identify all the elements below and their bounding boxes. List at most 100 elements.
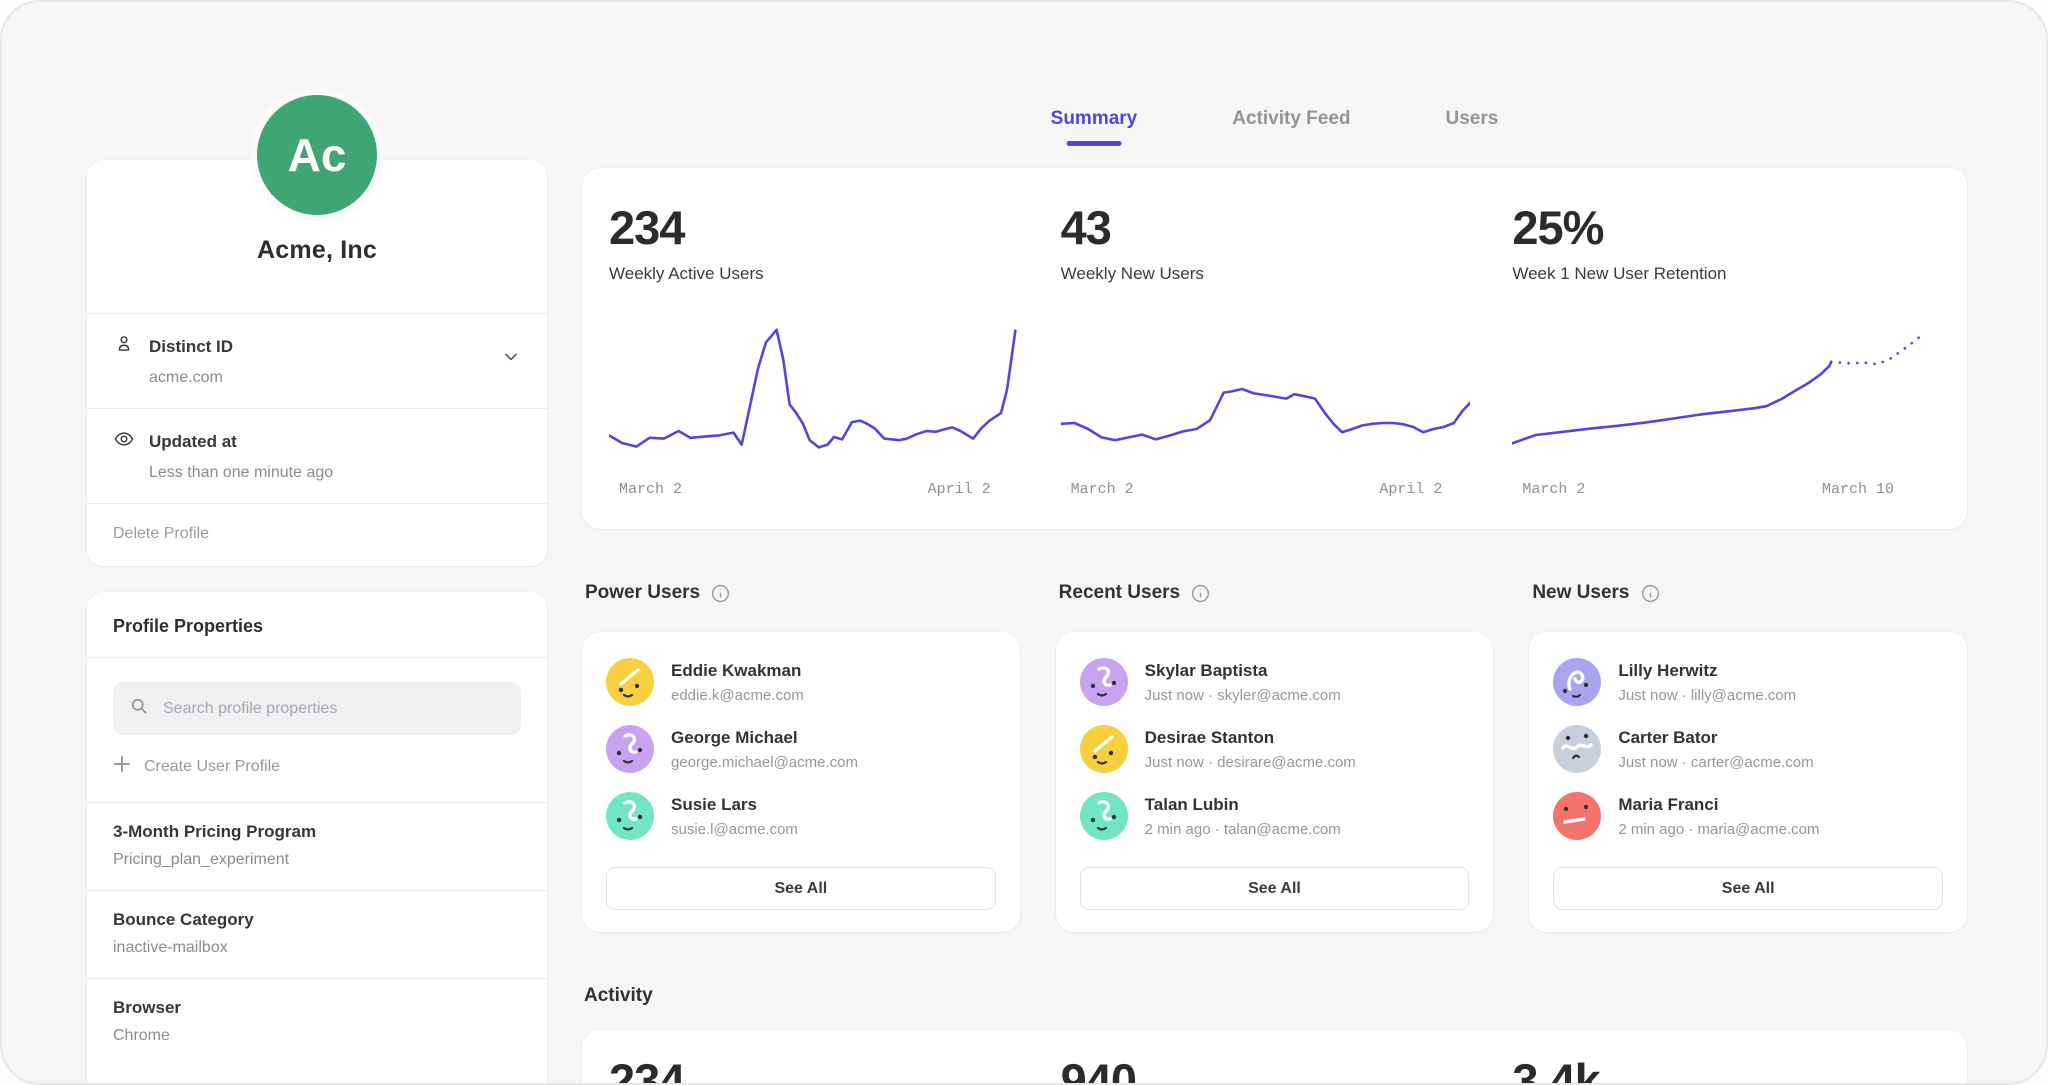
x-tick-end: April 2 — [927, 481, 991, 498]
divider — [87, 503, 547, 504]
user-section-title: Recent Users — [1056, 582, 1494, 604]
chevron-down-icon[interactable] — [501, 347, 521, 372]
see-all-button[interactable]: See All — [1079, 867, 1470, 910]
user-row[interactable]: Lilly Herwitz Just now · lilly@acme.com — [1553, 658, 1943, 706]
updated-at-value: Less than one minute ago — [149, 464, 334, 481]
user-avatar — [1553, 792, 1602, 840]
create-user-profile-label: Create User Profile — [144, 757, 281, 775]
plus-icon — [113, 755, 131, 778]
user-row[interactable]: Desirae Stanton Just now · desirare@acme… — [1079, 725, 1470, 773]
user-section-title: New Users — [1529, 582, 1967, 604]
sparkline-chart — [1060, 387, 1471, 442]
user-row[interactable]: Skylar Baptista Just now · skyler@acme.c… — [1079, 658, 1470, 706]
divider — [87, 313, 547, 314]
user-name: Lilly Herwitz — [1618, 660, 1718, 680]
updated-at-label: Updated at — [149, 431, 237, 451]
tab-label: Summary — [1050, 108, 1138, 129]
distinct-id-label: Distinct ID — [149, 336, 234, 356]
search-input[interactable] — [161, 698, 505, 719]
user-row[interactable]: Susie Lars susie.l@acme.com — [606, 792, 996, 840]
delete-profile-button[interactable]: Delete Profile — [113, 525, 210, 542]
section-title-text: Power Users — [585, 582, 701, 603]
user-detail: susie.l@acme.com — [671, 820, 798, 838]
user-cards: Eddie Kwakman eddie.k@acme.com George Mi… — [582, 632, 1967, 932]
x-tick-start: March 2 — [1522, 481, 1586, 498]
property-label: Bounce Category — [113, 910, 254, 929]
tab-activity-feed[interactable]: Activity Feed — [1232, 108, 1350, 146]
property-value: inactive-mailbox — [113, 939, 228, 956]
user-avatar — [1079, 725, 1128, 773]
user-name: Maria Franci — [1618, 794, 1719, 814]
user-row[interactable]: Maria Franci 2 min ago · maria@acme.com — [1553, 792, 1943, 840]
property-value: Pricing_plan_experiment — [113, 851, 290, 868]
search-profile-properties[interactable] — [113, 682, 521, 735]
x-tick-start: March 2 — [619, 481, 683, 498]
search-icon — [129, 696, 149, 721]
user-list-card: Lilly Herwitz Just now · lilly@acme.com … — [1529, 632, 1967, 932]
user-name: George Michael — [671, 727, 798, 747]
user-avatar — [606, 658, 654, 706]
info-icon[interactable] — [710, 583, 731, 604]
user-avatar — [1079, 658, 1128, 706]
user-name: Skylar Baptista — [1144, 660, 1268, 680]
user-detail: Just now · carter@acme.com — [1618, 753, 1814, 771]
property-label: Browser — [113, 998, 182, 1017]
info-icon[interactable] — [1190, 583, 1211, 604]
company-initials: Ac — [287, 129, 347, 181]
user-detail: Just now · skyler@acme.com — [1144, 686, 1341, 704]
profile-card: Acme, Inc Distinct ID acme.com Updated a… — [87, 160, 547, 566]
stat-label: Weekly Active Users — [609, 264, 764, 283]
activity-stat-value: 234 — [609, 1054, 685, 1085]
tab-label: Activity Feed — [1232, 108, 1351, 129]
company-avatar-wrap: Ac — [87, 88, 547, 222]
user-detail: Just now · lilly@acme.com — [1618, 686, 1797, 704]
see-all-button[interactable]: See All — [1553, 867, 1943, 910]
user-detail: 2 min ago · maria@acme.com — [1618, 820, 1820, 838]
user-row[interactable]: Carter Bator Just now · carter@acme.com — [1553, 725, 1943, 773]
divider — [87, 408, 547, 409]
profile-property-row[interactable]: Browser Chrome — [87, 978, 547, 1066]
profile-properties-list: 3-Month Pricing Program Pricing_plan_exp… — [87, 802, 547, 1066]
x-tick-end: April 2 — [1379, 481, 1443, 498]
distinct-id-row[interactable]: Distinct ID acme.com — [87, 314, 547, 408]
user-avatar — [1553, 725, 1602, 773]
user-name: Talan Lubin — [1144, 794, 1239, 814]
see-all-button[interactable]: See All — [606, 867, 996, 910]
user-rows: Eddie Kwakman eddie.k@acme.com George Mi… — [606, 658, 996, 859]
user-row[interactable]: Eddie Kwakman eddie.k@acme.com — [606, 658, 996, 706]
x-tick-end: March 10 — [1821, 481, 1894, 498]
profile-properties-title: Profile Properties — [113, 616, 264, 636]
tab-summary[interactable]: Summary — [1051, 108, 1138, 146]
user-avatar — [1079, 792, 1128, 840]
stat-value: 25% — [1512, 201, 1604, 254]
user-row[interactable]: Talan Lubin 2 min ago · talan@acme.com — [1079, 792, 1470, 840]
eye-icon — [113, 428, 135, 455]
create-user-profile-button[interactable]: Create User Profile — [113, 755, 521, 778]
tab-users[interactable]: Users — [1446, 108, 1499, 146]
profile-property-row[interactable]: 3-Month Pricing Program Pricing_plan_exp… — [87, 802, 547, 890]
user-detail: eddie.k@acme.com — [671, 686, 804, 704]
main-panel: Summary Activity Feed Users 234 Weekly Act… — [582, 2, 1967, 1083]
profile-property-row[interactable]: Bounce Category inactive-mailbox — [87, 890, 547, 978]
user-name: Desirae Stanton — [1144, 727, 1275, 747]
user-list-card: Skylar Baptista Just now · skyler@acme.c… — [1055, 632, 1494, 932]
user-row[interactable]: George Michael george.michael@acme.com — [606, 725, 996, 773]
tab-bar: Summary Activity Feed Users — [582, 108, 1967, 146]
user-detail: Just now · desirare@acme.com — [1144, 753, 1356, 771]
user-section-title: Power Users — [582, 582, 1020, 604]
property-value: Chrome — [113, 1027, 170, 1044]
person-icon — [113, 333, 135, 360]
sparkline-chart — [1512, 334, 1922, 445]
stat-column: 234 Weekly Active Users March 2 April 2 — [609, 204, 1019, 529]
distinct-id-value: acme.com — [149, 369, 223, 386]
company-avatar: Ac — [250, 88, 384, 222]
user-rows: Skylar Baptista Just now · skyler@acme.c… — [1079, 658, 1470, 859]
stat-value: 43 — [1060, 201, 1112, 254]
user-avatar — [1553, 658, 1602, 706]
stat-value: 234 — [609, 201, 685, 254]
info-icon[interactable] — [1640, 583, 1661, 604]
stat-label: Week 1 New User Retention — [1512, 264, 1727, 283]
activity-stat-value: 3.4k — [1512, 1054, 1600, 1085]
property-label: 3-Month Pricing Program — [113, 822, 317, 841]
